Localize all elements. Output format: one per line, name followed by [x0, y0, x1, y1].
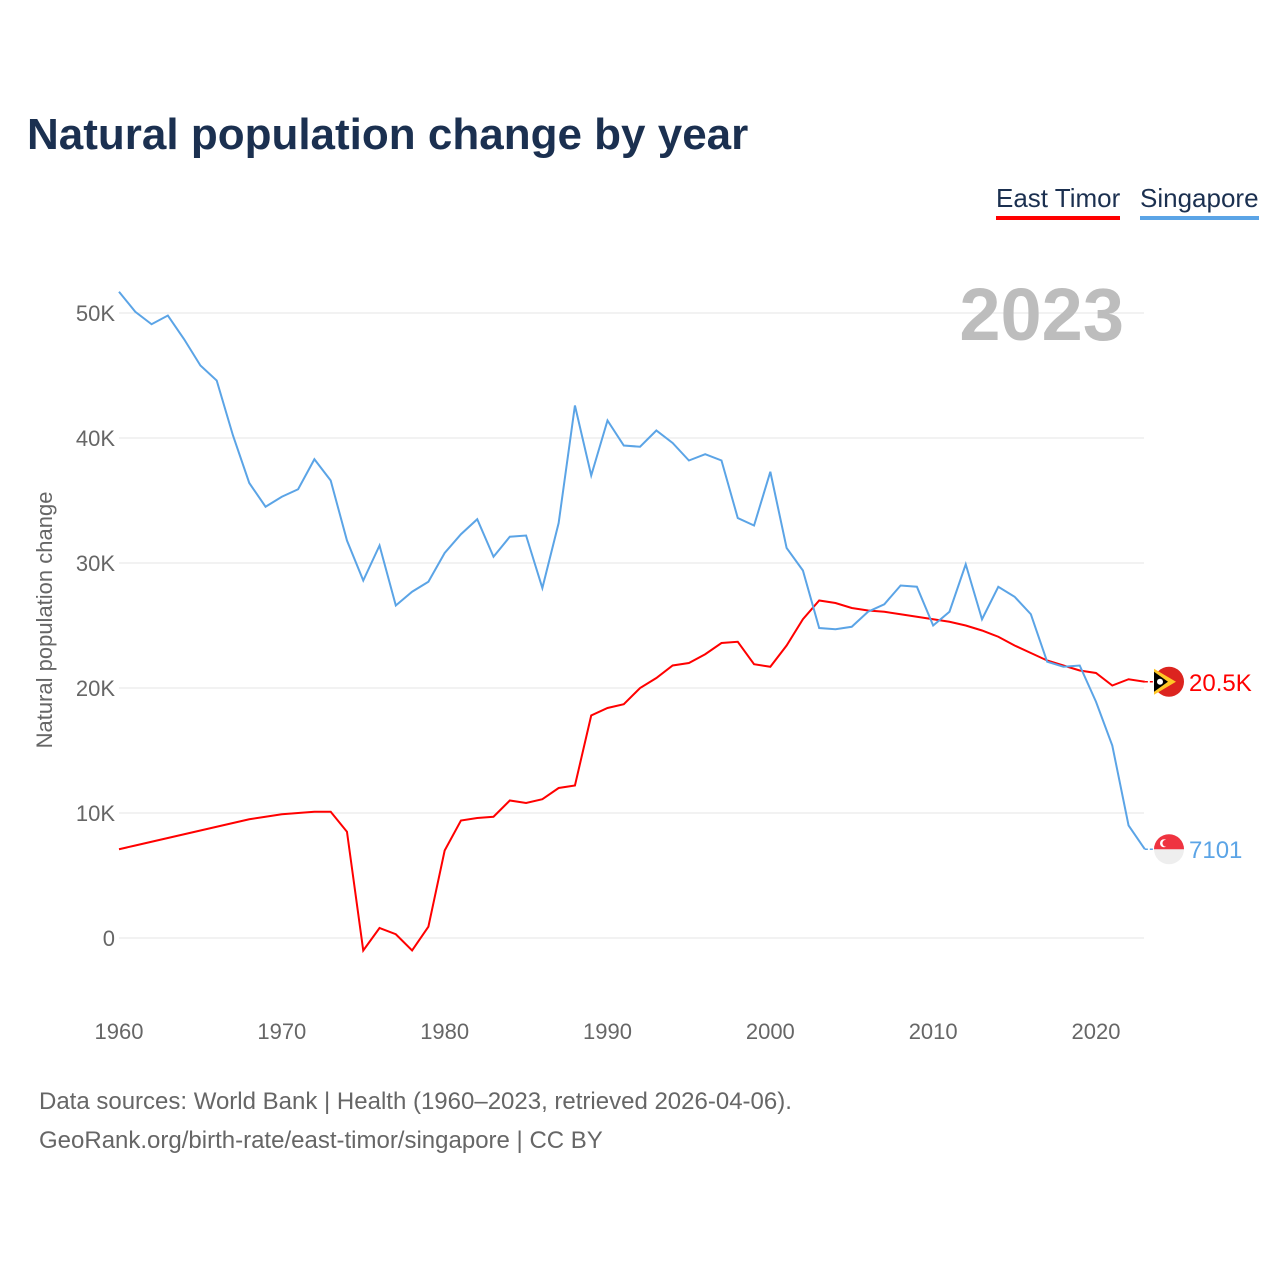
series-line-east-timor: [118, 599, 1146, 954]
singapore-flag-icon: [1154, 834, 1184, 865]
x-tick-label: 2000: [746, 1019, 795, 1044]
y-tick-label: 10K: [76, 801, 115, 826]
x-tick-label: 1970: [257, 1019, 306, 1044]
y-tick-label: 30K: [76, 551, 115, 576]
x-tick-label: 1980: [420, 1019, 469, 1044]
east-timor-flag-icon: [1154, 666, 1184, 697]
x-tick-label: 1960: [95, 1019, 144, 1044]
chart-title: Natural population change by year: [27, 110, 749, 159]
legend-east-timor[interactable]: East Timor: [996, 183, 1121, 220]
end-value-label: 20.5K: [1189, 670, 1252, 697]
legend-singapore[interactable]: Singapore: [1140, 183, 1259, 220]
y-tick-label: 40K: [76, 426, 115, 451]
x-tick-label: 1990: [583, 1019, 632, 1044]
footer-attribution[interactable]: GeoRank.org/birth-rate/east-timor/singap…: [39, 1127, 603, 1154]
footer-sources: Data sources: World Bank | Health (1960–…: [39, 1088, 792, 1115]
end-value-label: 7101: [1189, 837, 1242, 864]
y-tick-label: 50K: [76, 301, 115, 326]
x-tick-label: 2020: [1072, 1019, 1121, 1044]
y-tick-label: 0: [103, 926, 115, 951]
y-axis-label: Natural population change: [32, 492, 57, 749]
y-tick-label: 20K: [76, 676, 115, 701]
year-watermark: 2023: [959, 273, 1124, 356]
series-line-singapore: [118, 291, 1146, 850]
x-tick-label: 2010: [909, 1019, 958, 1044]
